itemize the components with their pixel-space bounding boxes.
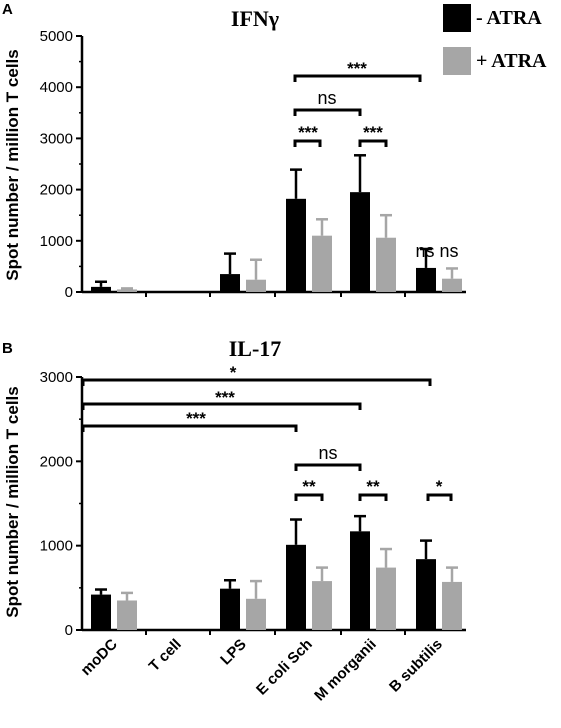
sig-bracket <box>81 402 362 410</box>
panel-a-y-axis-label: Spot number / million T cells <box>3 49 22 280</box>
bar-minus-atra <box>220 588 240 630</box>
panel-b: B IL-17 Spot number / million T cells 0 1… <box>2 336 466 704</box>
bar-minus-atra <box>91 286 111 292</box>
bar-plus-atra <box>312 235 332 292</box>
y-tick-label: 2000 <box>40 453 73 470</box>
x-category-label: M morganii <box>311 636 380 705</box>
sig-bracket <box>426 493 453 501</box>
sig-bracket <box>293 108 362 116</box>
bar-minus-atra <box>91 594 111 630</box>
sig-bracket <box>81 424 298 432</box>
sig-bracket <box>293 139 322 147</box>
panel-a-title: IFNγ <box>231 6 279 31</box>
sig-label: *** <box>215 388 235 407</box>
bar-plus-atra <box>117 289 137 292</box>
panel-b-annotations: * *** *** ns ** ** * <box>81 363 453 501</box>
bar-plus-atra <box>442 581 462 630</box>
legend-swatch-minus-atra <box>443 4 471 32</box>
bar-minus-atra <box>416 559 436 630</box>
sig-label: ns <box>439 241 458 261</box>
sig-label: * <box>230 363 237 382</box>
bar-plus-atra <box>442 278 462 292</box>
sig-label: *** <box>186 409 206 428</box>
bar-minus-atra <box>286 544 306 630</box>
legend-swatch-plus-atra <box>443 47 471 75</box>
sig-bracket <box>294 493 324 501</box>
sig-label: ** <box>302 477 316 496</box>
legend-label-plus-atra: + ATRA <box>476 50 547 72</box>
panel-b-title: IL-17 <box>229 336 282 361</box>
y-tick-label: 4000 <box>40 79 73 96</box>
panel-a: A IFNγ Spot number / million T cells 0 10… <box>2 1 547 301</box>
bar-plus-atra <box>246 598 266 630</box>
sig-bracket <box>294 463 362 471</box>
x-category-label: LPS <box>217 636 250 669</box>
legend-label-minus-atra: - ATRA <box>476 7 542 29</box>
sig-bracket <box>358 493 388 501</box>
x-category-label: T cell <box>146 636 185 675</box>
sig-label: ** <box>366 477 380 496</box>
sig-bracket <box>293 74 422 82</box>
sig-label: * <box>436 477 443 496</box>
bar-plus-atra <box>312 581 332 630</box>
x-category-label: B subtilis <box>386 636 446 696</box>
y-tick-label: 5000 <box>40 28 73 45</box>
bar-minus-atra <box>286 198 306 292</box>
bar-plus-atra <box>117 600 137 630</box>
y-tick-label: 1000 <box>40 233 73 250</box>
y-tick-label: 0 <box>65 622 73 639</box>
sig-label: ns <box>318 443 337 463</box>
bar-minus-atra <box>220 274 240 292</box>
sig-bracket <box>81 378 432 386</box>
bar-minus-atra <box>350 192 370 292</box>
panel-a-annotations: *** ns *** *** ns ns <box>293 59 459 261</box>
y-tick-label: 0 <box>65 284 73 301</box>
sig-label: *** <box>347 59 367 78</box>
sig-label: *** <box>363 123 383 142</box>
bar-plus-atra <box>246 279 266 292</box>
sig-bracket <box>358 139 388 147</box>
panel-a-label: A <box>2 1 13 18</box>
y-tick-label: 3000 <box>40 130 73 147</box>
bar-plus-atra <box>376 237 396 292</box>
sig-label: ns <box>415 241 434 261</box>
y-tick-label: 2000 <box>40 182 73 199</box>
x-category-label: moDC <box>78 636 121 679</box>
panel-b-label: B <box>2 340 13 357</box>
panel-b-y-axis-label: Spot number / million T cells <box>3 386 22 617</box>
legend: - ATRA + ATRA <box>443 4 547 75</box>
bar-minus-atra <box>416 267 436 292</box>
bar-plus-atra <box>376 567 396 630</box>
sig-label: ns <box>317 88 336 108</box>
sig-label: *** <box>298 123 318 142</box>
y-tick-label: 3000 <box>40 369 73 386</box>
y-tick-label: 1000 <box>40 538 73 555</box>
bar-minus-atra <box>350 531 370 630</box>
x-category-label: E coli Sch <box>253 636 316 699</box>
